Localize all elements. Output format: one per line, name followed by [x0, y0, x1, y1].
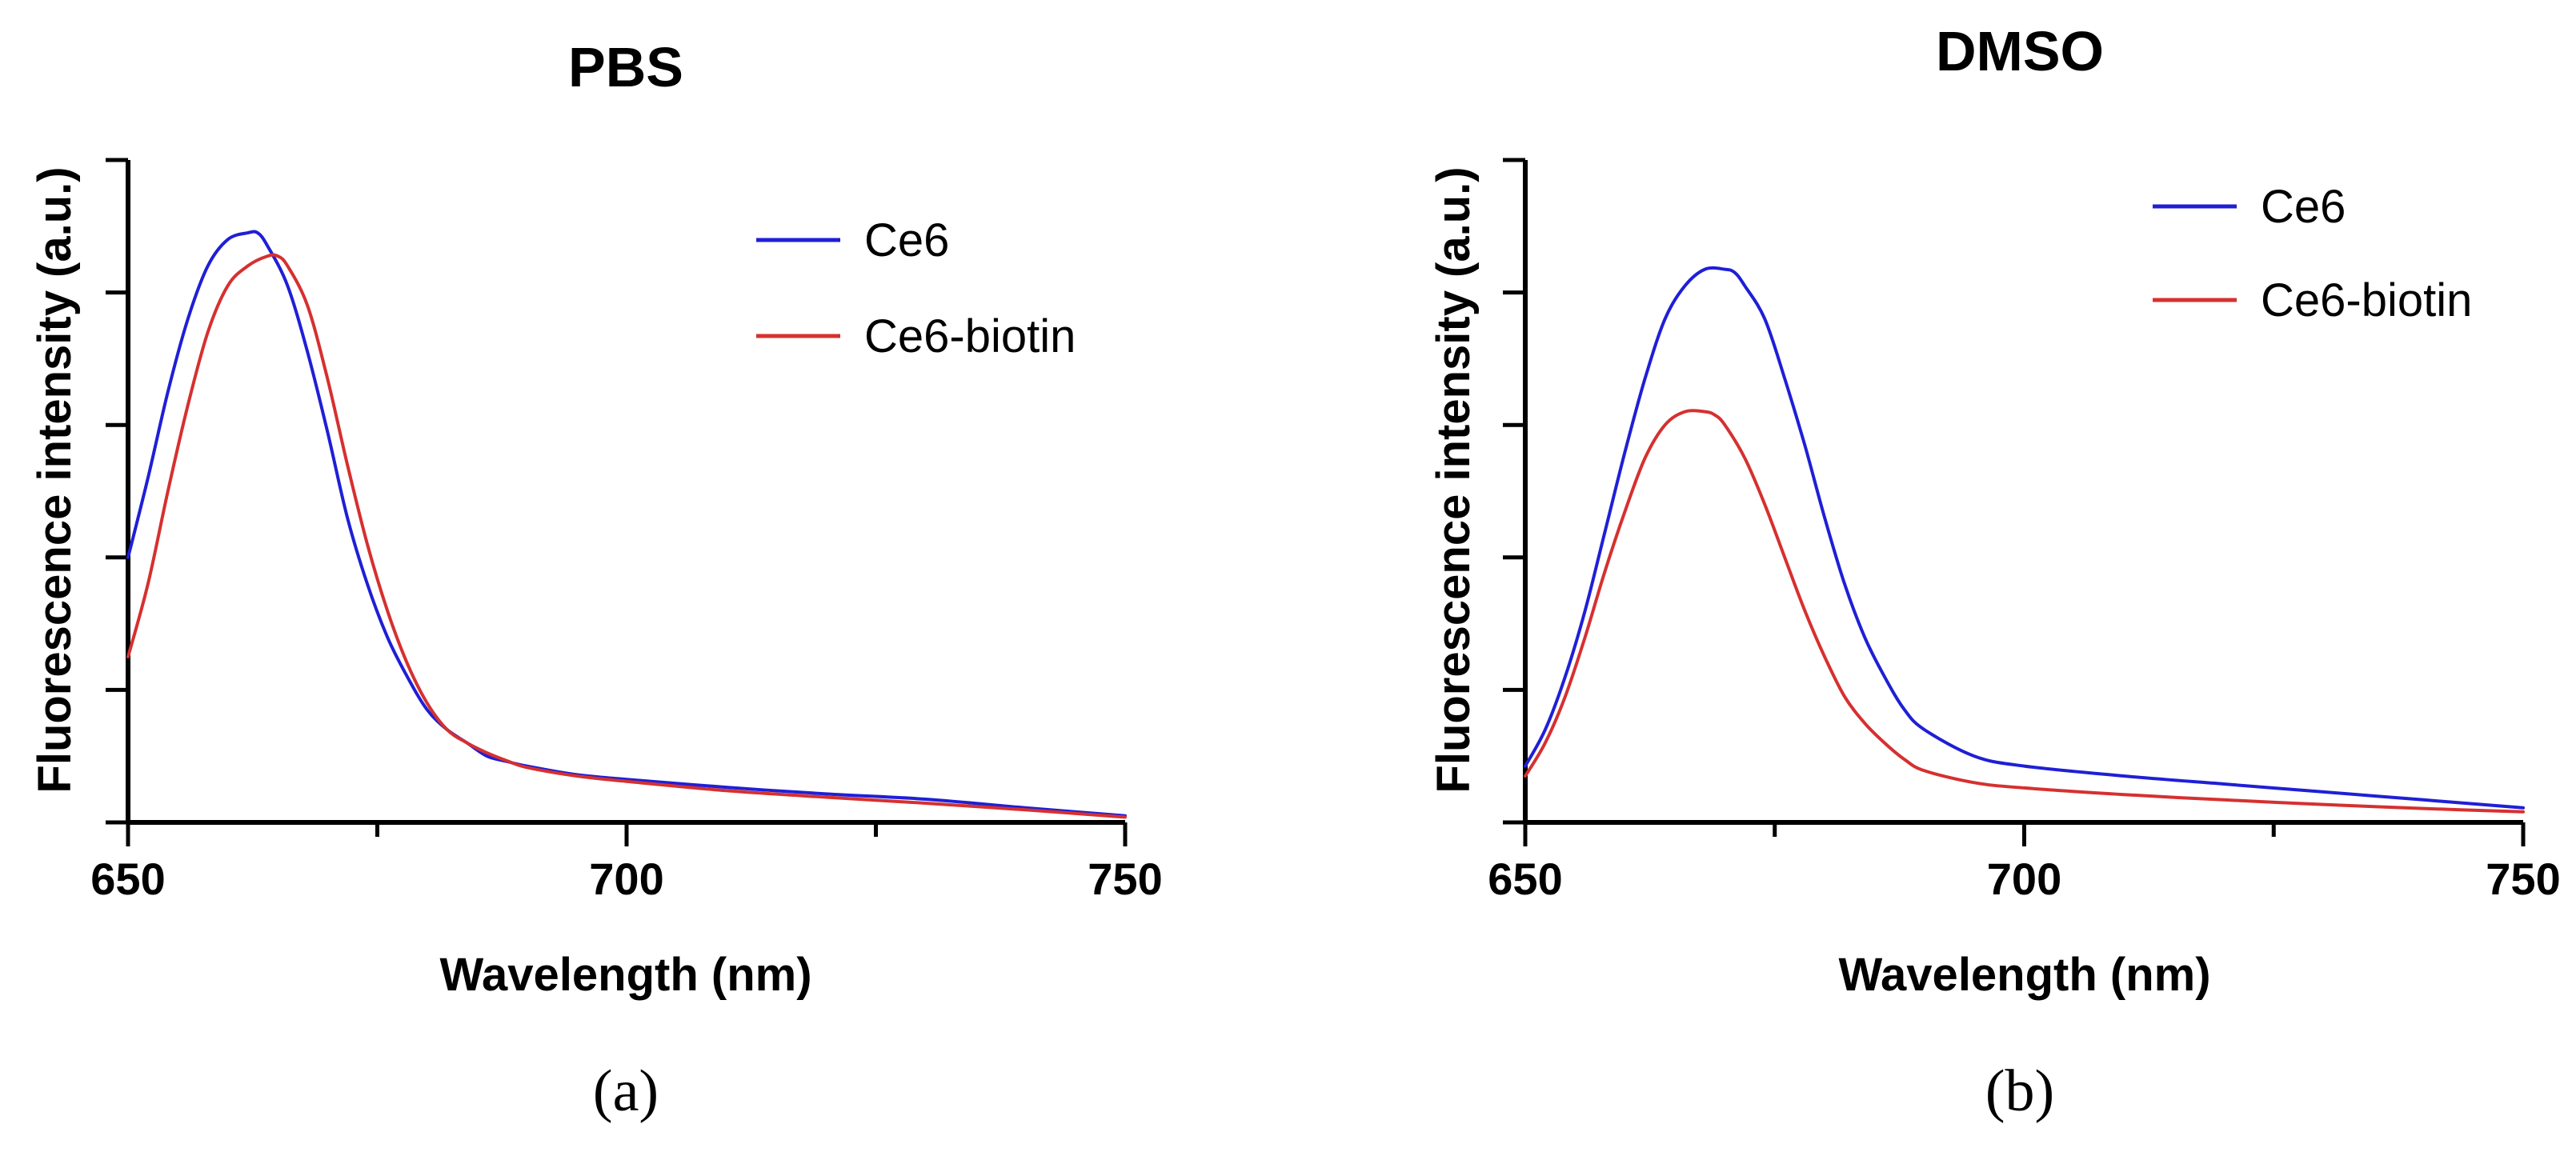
- x-tick-label-a: 700: [589, 854, 663, 904]
- plot-a: 650 700 750 Ce6 Ce6-biotin: [90, 158, 1163, 904]
- x-tick-label-a: 650: [90, 854, 165, 904]
- legend-label-ce6-biotin-a: Ce6-biotin: [864, 310, 1076, 362]
- x-axis-label-a: Wavelength (nm): [439, 949, 811, 1001]
- chart-title-a: PBS: [568, 36, 683, 98]
- x-axis-label-b: Wavelength (nm): [1838, 949, 2210, 1001]
- caption-b: (b): [1985, 1058, 2054, 1124]
- legend-label-ce6-b: Ce6: [2261, 181, 2346, 233]
- series-line-ce6-b: [1524, 266, 2525, 810]
- x-tick-label-a: 750: [1088, 854, 1162, 904]
- legend-label-ce6-biotin-b: Ce6-biotin: [2261, 274, 2472, 326]
- plot-b: 650 700 750 Ce6 Ce6-biotin: [1488, 158, 2561, 904]
- series-line-ce6-biotin-b: [1524, 409, 2525, 814]
- series-line-ce6-a: [126, 230, 1127, 818]
- x-tick-label-b: 700: [1987, 854, 2061, 904]
- x-tick-label-b: 750: [2486, 854, 2560, 904]
- chart-title-b: DMSO: [1936, 20, 2104, 82]
- legend-label-ce6-a: Ce6: [864, 214, 949, 266]
- x-tick-label-b: 650: [1488, 854, 1562, 904]
- series-line-ce6-biotin-a: [126, 253, 1127, 819]
- y-axis-label-a: Fluorescence intensity (a.u.): [29, 166, 81, 793]
- y-axis-label-b: Fluorescence intensity (a.u.): [1428, 166, 1480, 793]
- caption-a: (a): [593, 1058, 659, 1124]
